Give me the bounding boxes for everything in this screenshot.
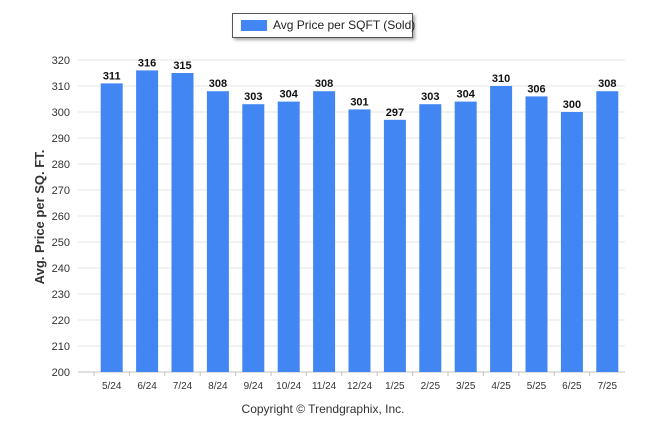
y-axis-label: Avg. Price per SQ. FT. <box>32 150 47 285</box>
bar-4-25 <box>490 86 513 372</box>
copyright-text: Copyright © Trendgraphix, Inc. <box>241 402 405 416</box>
bar-1-25 <box>383 119 406 372</box>
data-labels: 311 316 315 308 303 304 308 301 297 303 304 310 306 3… <box>103 57 617 118</box>
x-tick-label: 5/24 <box>102 381 122 392</box>
bar-12-24 <box>348 109 371 373</box>
y-tick-label: 270 <box>52 185 70 197</box>
data-label: 310 <box>492 73 510 85</box>
bar-5-25 <box>525 96 548 373</box>
data-label: 308 <box>315 78 333 90</box>
x-tick-label: 1/25 <box>385 381 405 392</box>
x-tick-label: 2/25 <box>421 381 441 392</box>
bar-10-24 <box>277 101 300 372</box>
y-tick-label: 280 <box>52 159 70 171</box>
data-label: 304 <box>457 89 476 101</box>
y-tick-label: 220 <box>52 315 70 327</box>
x-tick-label: 4/25 <box>491 381 511 392</box>
data-label: 301 <box>350 96 368 108</box>
y-tick-label: 260 <box>52 211 70 223</box>
data-label: 308 <box>598 78 616 90</box>
x-tick-label: 3/25 <box>456 381 476 392</box>
data-label: 300 <box>563 99 581 111</box>
y-tick-label: 290 <box>52 133 70 145</box>
bar-11-24 <box>313 91 336 372</box>
x-tick-label: 8/24 <box>208 381 228 392</box>
bar-6-25 <box>560 112 583 372</box>
y-tick-label: 310 <box>52 81 70 93</box>
y-tick-label: 230 <box>52 289 70 301</box>
data-label: 316 <box>138 57 156 69</box>
x-axis-ticks: 5/24 6/24 7/24 8/24 9/24 10/24 11/24 12/24 1/25 2… <box>93 372 618 392</box>
x-tick-label: 7/25 <box>598 381 618 392</box>
x-tick-label: 6/25 <box>562 381 582 392</box>
bar-2-25 <box>419 104 442 372</box>
bars <box>100 70 619 373</box>
x-tick-label: 11/24 <box>312 381 337 392</box>
y-axis-ticks: 200 210 220 230 240 250 260 270 280 290 300 310 320 <box>52 55 70 379</box>
y-tick-label: 320 <box>52 55 70 67</box>
data-label: 303 <box>244 91 262 103</box>
x-tick-label: 12/24 <box>347 381 372 392</box>
data-label: 315 <box>173 60 191 72</box>
legend-swatch <box>241 20 267 31</box>
x-tick-label: 7/24 <box>173 381 193 392</box>
data-label: 311 <box>103 70 121 82</box>
data-label: 303 <box>421 91 439 103</box>
y-tick-label: 200 <box>52 367 70 379</box>
y-tick-label: 210 <box>52 341 70 353</box>
y-tick-label: 300 <box>52 107 70 119</box>
data-label: 306 <box>527 83 545 95</box>
y-tick-label: 250 <box>52 237 70 249</box>
bar-7-24 <box>171 73 194 372</box>
x-tick-label: 6/24 <box>137 381 157 392</box>
x-tick-label: 5/25 <box>527 381 547 392</box>
legend-label: Avg Price per SQFT (Sold) <box>273 18 416 32</box>
data-label: 297 <box>386 107 404 119</box>
bar-3-25 <box>454 101 477 372</box>
legend: Avg Price per SQFT (Sold) <box>232 13 416 38</box>
bar-9-24 <box>242 104 265 372</box>
y-tick-label: 240 <box>52 263 70 275</box>
x-tick-label: 10/24 <box>276 381 301 392</box>
x-tick-label: 9/24 <box>244 381 264 392</box>
bar-8-24 <box>206 91 229 372</box>
data-label: 308 <box>209 78 227 90</box>
bar-7-25 <box>596 91 619 372</box>
bar-6-24 <box>136 70 159 373</box>
bar-5-24 <box>100 83 123 373</box>
data-label: 304 <box>280 89 299 101</box>
